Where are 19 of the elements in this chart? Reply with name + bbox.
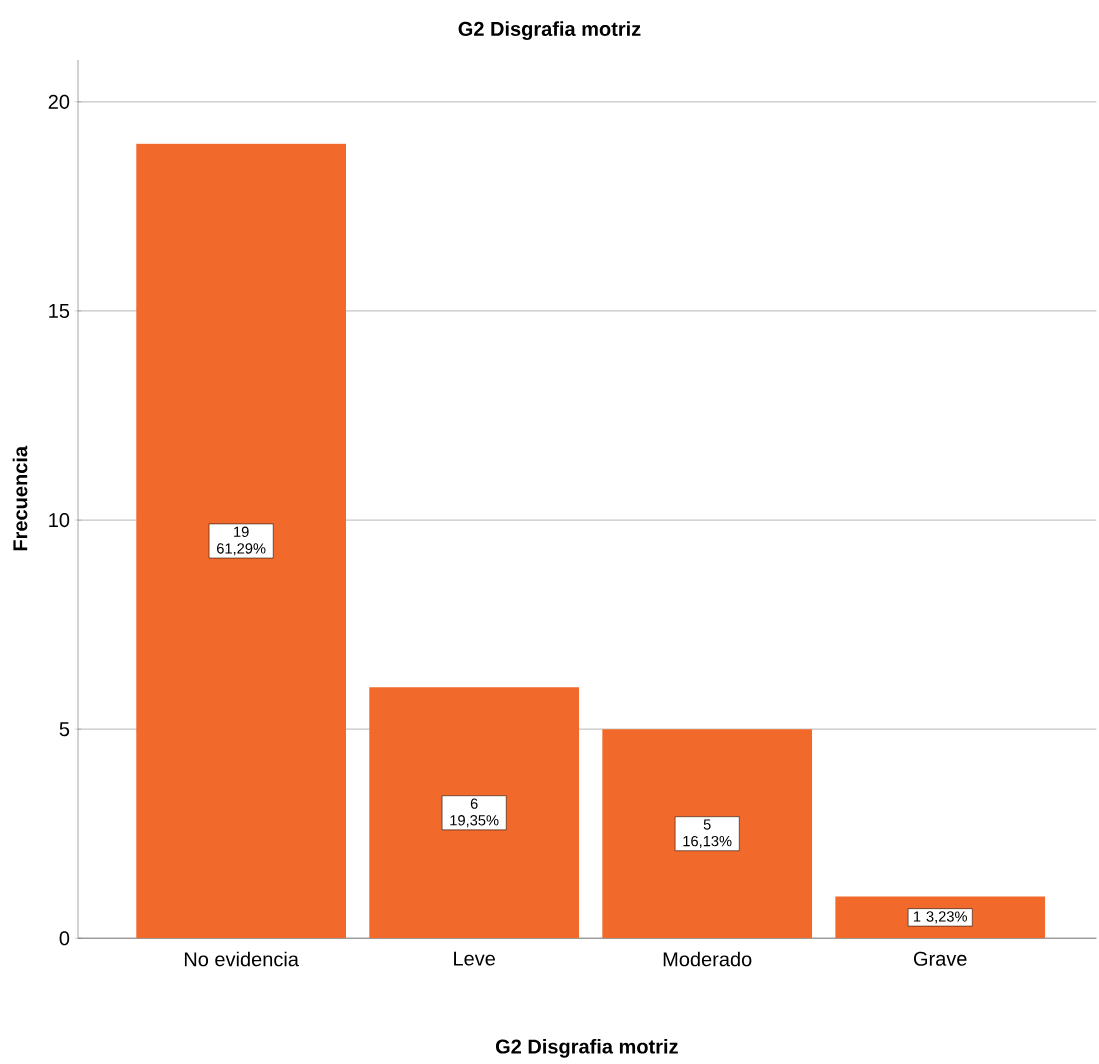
x-tick-label: Leve (454, 951, 495, 966)
data-label: 19 61,29% (217, 526, 266, 556)
y-tick-label: 10 (49, 512, 70, 527)
x-axis-title: G2 Disgrafia motriz (495, 1038, 678, 1058)
x-tick-label: Moderado (663, 951, 752, 967)
x-tick-label: Grave (913, 951, 967, 966)
chart-title: G2 Disgrafia motriz (458, 21, 641, 40)
x-tick-label: No evidencia (184, 951, 299, 967)
y-tick-label: 15 (49, 303, 70, 318)
y-axis-title: Frecuencia (12, 445, 28, 551)
y-tick-label: 20 (48, 94, 70, 109)
y-tick-label: 5 (59, 722, 70, 736)
data-label: 6 19,35% (450, 798, 499, 828)
bar (602, 729, 813, 939)
y-tick-label: 0 (59, 931, 70, 946)
bar (136, 143, 346, 939)
data-label: 5 16,13% (683, 819, 732, 848)
bar (369, 687, 580, 939)
data-label: 1 3,23% (914, 911, 967, 924)
